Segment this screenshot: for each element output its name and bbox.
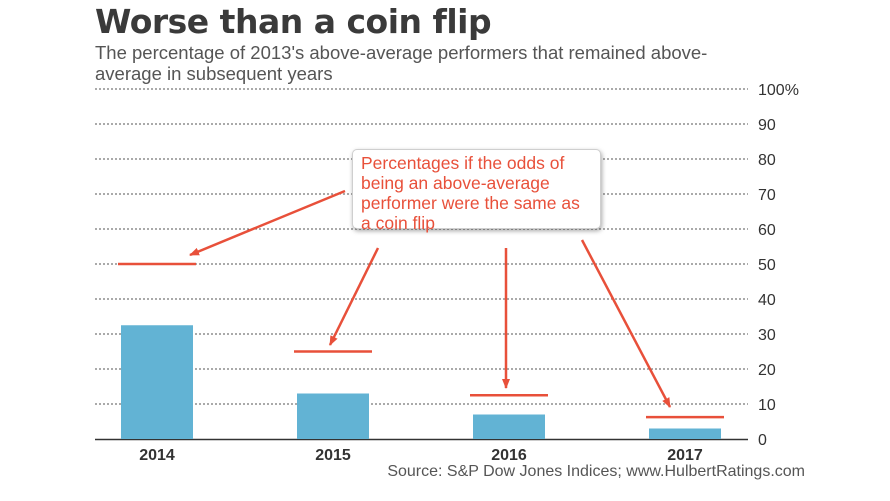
chart-subtitle: The percentage of 2013's above-average p… — [95, 42, 708, 84]
y-tick-label: 90 — [758, 117, 776, 134]
y-axis-tick-labels: 0 10 20 30 40 50 60 70 80 90 100% — [758, 82, 799, 449]
x-axis-category-labels: 2014 2015 2016 2017 — [139, 447, 703, 464]
x-category-label: 2015 — [315, 447, 351, 464]
bars — [121, 325, 721, 439]
bar-2016 — [473, 414, 545, 439]
y-tick-label: 20 — [758, 362, 776, 379]
y-tick-label: 70 — [758, 187, 776, 204]
y-tick-label: 60 — [758, 222, 776, 239]
y-tick-label: 30 — [758, 327, 776, 344]
x-category-label: 2016 — [491, 447, 527, 464]
annotation-arrow — [328, 247, 380, 346]
y-tick-label: 100% — [758, 82, 799, 99]
annotation-arrow — [580, 239, 672, 408]
coin-flip-annotation: Percentages if the odds of being an abov… — [352, 149, 601, 233]
annotation-arrow — [189, 189, 346, 257]
bar-2017 — [649, 428, 721, 439]
x-category-label: 2014 — [139, 447, 175, 464]
y-tick-label: 80 — [758, 152, 776, 169]
gridlines — [95, 88, 748, 441]
chart-title: Worse than a coin flip — [95, 2, 492, 41]
annotation-arrows — [189, 189, 672, 408]
y-tick-label: 0 — [758, 432, 767, 449]
y-tick-label: 40 — [758, 292, 776, 309]
source-note: Source: S&P Dow Jones Indices; www.Hulbe… — [387, 463, 805, 480]
bar-2015 — [297, 393, 369, 439]
y-tick-label: 10 — [758, 397, 776, 414]
coin-flip-reference-lines — [118, 262, 724, 419]
bar-2014 — [121, 325, 193, 439]
y-tick-label: 50 — [758, 257, 776, 274]
x-category-label: 2017 — [667, 447, 703, 464]
